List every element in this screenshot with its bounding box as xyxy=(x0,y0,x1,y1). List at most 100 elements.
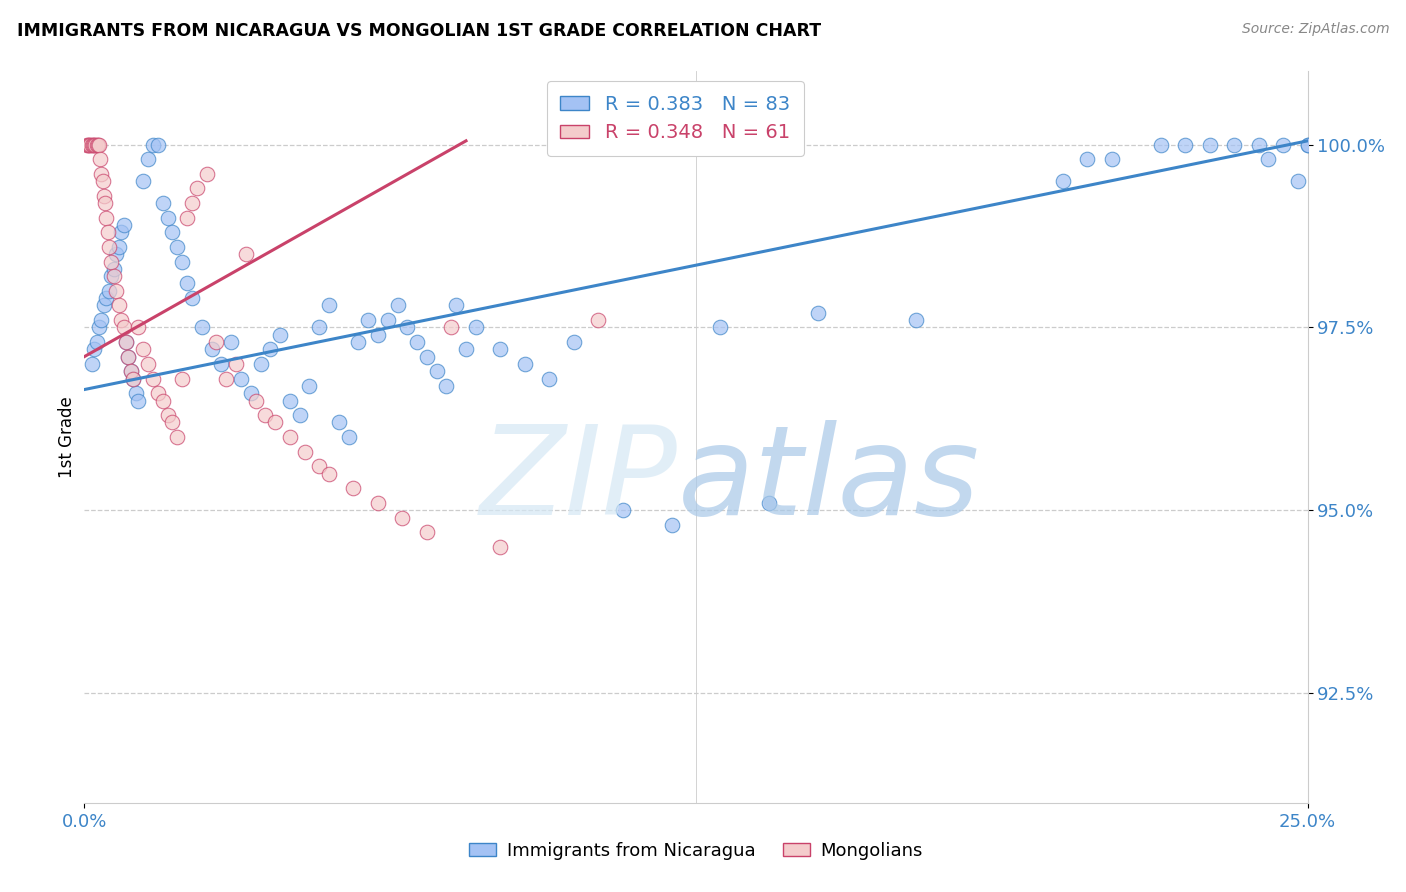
Point xyxy=(110,313,132,327)
Point xyxy=(1223,137,1246,152)
Point xyxy=(1052,174,1074,188)
Point xyxy=(200,343,222,357)
Point xyxy=(489,343,512,357)
Y-axis label: 1st Grade: 1st Grade xyxy=(58,396,76,478)
Point xyxy=(294,444,316,458)
Point xyxy=(80,357,103,371)
Point xyxy=(387,298,409,312)
Point xyxy=(97,284,120,298)
Point xyxy=(86,137,108,152)
Point xyxy=(259,343,281,357)
Point xyxy=(105,247,128,261)
Point xyxy=(77,137,100,152)
Point xyxy=(807,306,830,320)
Point xyxy=(176,277,198,291)
Point xyxy=(132,174,155,188)
Point xyxy=(117,350,139,364)
Point xyxy=(120,364,142,378)
Point xyxy=(90,313,112,327)
Point xyxy=(377,313,399,327)
Point xyxy=(905,313,928,327)
Point xyxy=(661,517,683,532)
Point xyxy=(115,334,138,349)
Point xyxy=(1247,137,1270,152)
Point xyxy=(100,269,122,284)
Point xyxy=(93,298,115,312)
Point xyxy=(195,167,218,181)
Point xyxy=(489,540,512,554)
Point xyxy=(76,137,98,152)
Point xyxy=(318,298,340,312)
Point xyxy=(103,269,125,284)
Text: atlas: atlas xyxy=(678,420,980,541)
Point xyxy=(342,481,364,495)
Point xyxy=(464,320,486,334)
Point xyxy=(1198,137,1220,152)
Point xyxy=(112,320,135,334)
Point xyxy=(156,211,179,225)
Point xyxy=(219,334,242,349)
Point xyxy=(186,181,208,195)
Text: Source: ZipAtlas.com: Source: ZipAtlas.com xyxy=(1241,22,1389,37)
Point xyxy=(122,371,145,385)
Point xyxy=(1076,152,1098,166)
Point xyxy=(436,379,458,393)
Point xyxy=(1150,137,1173,152)
Point xyxy=(82,137,104,152)
Point xyxy=(162,225,184,239)
Point xyxy=(215,371,238,385)
Point xyxy=(1101,152,1123,166)
Point xyxy=(278,430,301,444)
Point xyxy=(426,364,449,378)
Point xyxy=(87,137,110,152)
Point xyxy=(308,459,330,474)
Point xyxy=(269,327,291,342)
Point xyxy=(86,334,108,349)
Point xyxy=(225,357,247,371)
Point xyxy=(94,196,117,211)
Point xyxy=(166,240,188,254)
Point xyxy=(298,379,321,393)
Text: IMMIGRANTS FROM NICARAGUA VS MONGOLIAN 1ST GRADE CORRELATION CHART: IMMIGRANTS FROM NICARAGUA VS MONGOLIAN 1… xyxy=(17,22,821,40)
Point xyxy=(391,510,413,524)
Point xyxy=(1272,137,1295,152)
Point xyxy=(79,137,101,152)
Point xyxy=(89,152,111,166)
Point xyxy=(96,211,118,225)
Point xyxy=(100,254,122,268)
Point xyxy=(127,320,149,334)
Point xyxy=(337,430,360,444)
Point xyxy=(1257,152,1279,166)
Point xyxy=(112,218,135,232)
Point xyxy=(709,320,731,334)
Point xyxy=(136,357,159,371)
Point xyxy=(612,503,634,517)
Point xyxy=(205,334,228,349)
Point xyxy=(308,320,330,334)
Point xyxy=(96,291,118,305)
Point xyxy=(264,416,287,430)
Point xyxy=(288,408,311,422)
Point xyxy=(245,393,267,408)
Point xyxy=(91,174,114,188)
Point xyxy=(152,393,174,408)
Point xyxy=(136,152,159,166)
Point xyxy=(107,298,129,312)
Point xyxy=(181,291,204,305)
Point xyxy=(103,261,125,276)
Point xyxy=(1296,137,1319,152)
Point xyxy=(97,225,120,239)
Point xyxy=(406,334,429,349)
Point xyxy=(1286,174,1309,188)
Point xyxy=(156,408,179,422)
Point xyxy=(93,188,115,202)
Point xyxy=(254,408,277,422)
Point xyxy=(758,496,780,510)
Point xyxy=(239,386,262,401)
Point xyxy=(105,284,128,298)
Point xyxy=(146,137,169,152)
Point xyxy=(367,496,389,510)
Point xyxy=(357,313,380,327)
Point xyxy=(562,334,585,349)
Point xyxy=(142,137,165,152)
